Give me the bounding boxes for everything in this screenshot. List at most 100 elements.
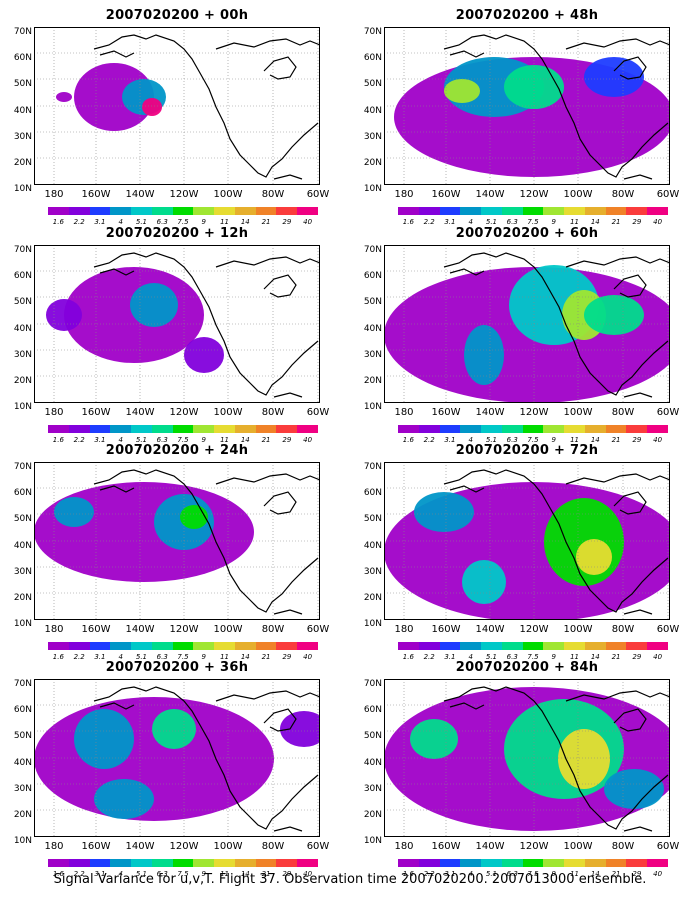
map-frame	[384, 245, 670, 403]
colorbar-label: 4	[118, 653, 123, 661]
colorbar-swatch	[276, 425, 298, 433]
lat-tick-label: 20N	[13, 810, 32, 820]
colorbar-label: 9	[551, 653, 556, 661]
colorbar-swatch	[439, 425, 461, 433]
variance-contour-fill	[544, 498, 624, 586]
colorbar-label: 3.1	[94, 653, 106, 661]
colorbar-swatch	[131, 207, 152, 215]
colorbar-swatch	[481, 425, 502, 433]
colorbar-label: 6.3	[156, 653, 168, 661]
colorbar-label: 40	[653, 436, 663, 444]
coastline	[215, 690, 320, 702]
coastline	[273, 826, 303, 832]
colorbar-swatch	[460, 859, 482, 867]
colorbar-swatch	[151, 642, 173, 650]
colorbar-label: 5.1	[135, 653, 148, 661]
colorbar-label: 9	[551, 218, 556, 226]
map-frame	[384, 462, 670, 620]
colorbar-label: 11	[220, 436, 229, 444]
lon-tick-label: 120W	[169, 841, 199, 852]
colorbar-label: 2.2	[73, 218, 85, 226]
lon-tick-label: 100W	[563, 189, 593, 200]
lat-tick-label: 50N	[13, 79, 32, 89]
lon-tick-label: 80W	[261, 841, 285, 852]
colorbar-swatch	[276, 859, 298, 867]
colorbar-swatch	[193, 642, 215, 650]
colorbar-label: 11	[220, 870, 229, 878]
colorbar-label: 7.5	[177, 436, 189, 444]
colorbar-swatch	[481, 642, 502, 650]
lat-tick-label: 20N	[363, 810, 382, 820]
colorbar	[48, 859, 318, 867]
lon-tick-label: 180	[394, 624, 414, 635]
lon-tick-label: 80W	[261, 407, 285, 418]
lon-tick-label: 140W	[125, 841, 155, 852]
colorbar-label: 2.2	[73, 653, 85, 661]
coastline	[623, 826, 653, 832]
coastline	[93, 686, 319, 830]
lat-tick-label: 70N	[363, 679, 382, 689]
variance-contour-fill	[604, 769, 664, 809]
colorbar-swatch	[172, 425, 194, 433]
lon-tick-label: 180	[394, 189, 414, 200]
coastline	[263, 708, 297, 732]
lat-tick-label: 30N	[13, 784, 32, 794]
colorbar-swatch	[543, 425, 565, 433]
lat-tick-label: 50N	[363, 79, 382, 89]
colorbar-label: 4	[468, 653, 473, 661]
colorbar-swatch	[543, 859, 565, 867]
lon-tick-label: 160W	[81, 841, 111, 852]
lat-tick-label: 10N	[363, 402, 382, 412]
lon-tick-label: 140W	[475, 841, 505, 852]
lon-tick-label: 140W	[475, 189, 505, 200]
colorbar-label: 11	[220, 218, 229, 226]
lat-tick-label: 40N	[363, 541, 382, 551]
lat-tick-label: 70N	[13, 679, 32, 689]
variance-contour-fill	[464, 325, 504, 385]
variance-contour-fill	[184, 337, 224, 373]
lat-tick-label: 40N	[363, 758, 382, 768]
map-panel: 2007020200 + 72h 70N 60N 50N 40N 30N 20N 10N 180…	[350, 443, 690, 661]
colorbar-label: 14	[590, 653, 600, 661]
colorbar-swatch	[68, 425, 90, 433]
lat-tick-label: 70N	[363, 245, 382, 255]
lon-tick-label: 160W	[81, 624, 111, 635]
colorbar-label: 11	[570, 218, 579, 226]
colorbar-swatch	[68, 642, 90, 650]
colorbar-swatch	[501, 207, 523, 215]
colorbar-swatch	[297, 207, 318, 215]
colorbar-swatch	[255, 642, 277, 650]
coastline	[443, 252, 669, 396]
lon-tick-label: 100W	[213, 407, 243, 418]
variance-map	[34, 679, 320, 837]
lon-tick-label: 120W	[169, 624, 199, 635]
colorbar-label: 21	[261, 870, 271, 878]
colorbar-swatch	[172, 642, 194, 650]
coastline	[99, 702, 135, 710]
lon-tick-label: 80W	[611, 189, 635, 200]
colorbar-label: 2.2	[423, 653, 435, 661]
lon-tick-label: 120W	[519, 841, 549, 852]
lat-tick-label: 60N	[13, 488, 32, 498]
colorbar-label: 4	[118, 218, 123, 226]
colorbar-label: 40	[653, 653, 663, 661]
lat-tick-label: 30N	[363, 567, 382, 577]
map-panel: 2007020200 + 24h 70N 60N 50N 40N 30N 20N 10N 180…	[0, 443, 340, 661]
colorbar-swatch	[605, 642, 627, 650]
colorbar-swatch	[647, 425, 668, 433]
colorbar-swatch	[214, 207, 235, 215]
variance-contour-fill	[584, 57, 644, 97]
colorbar-label: 5.1	[135, 218, 148, 226]
variance-contour-fill	[584, 295, 644, 335]
variance-contour-fill	[444, 79, 480, 103]
colorbar-swatch	[255, 207, 277, 215]
lon-tick-label: 160W	[431, 624, 461, 635]
colorbar-label: 1.6	[52, 653, 64, 661]
colorbar-label: 5.1	[485, 870, 498, 878]
colorbar-swatch	[564, 207, 585, 215]
colorbar-label: 5.1	[135, 436, 148, 444]
coastline	[449, 50, 485, 58]
lat-tick-label: 30N	[363, 132, 382, 142]
lat-tick-label: 50N	[363, 731, 382, 741]
lon-tick-label: 160W	[81, 407, 111, 418]
